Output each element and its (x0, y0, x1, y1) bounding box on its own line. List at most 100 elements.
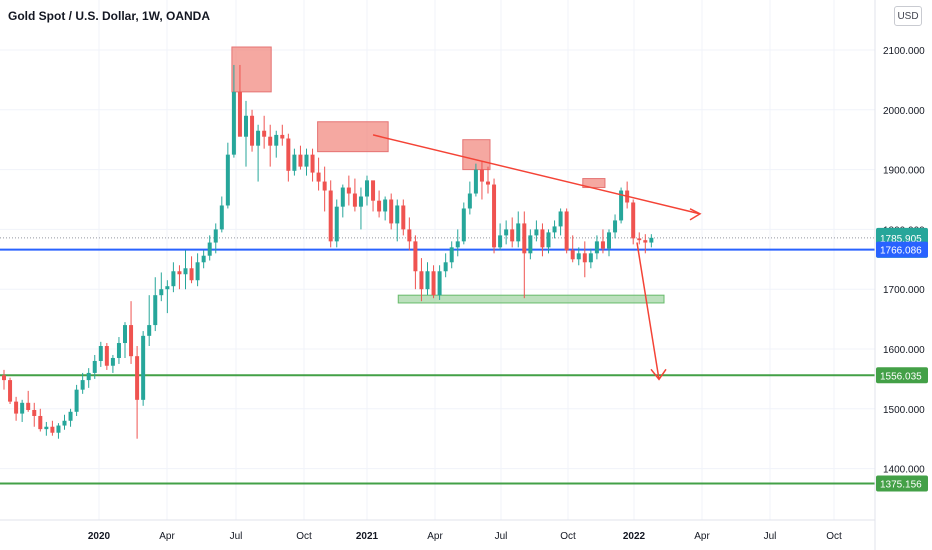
candle (570, 235, 575, 263)
candle (286, 133, 291, 182)
candle (183, 250, 188, 290)
candle-body (479, 169, 484, 182)
y-tick-label: 1400.000 (883, 465, 925, 476)
y-tick-label: 1600.000 (883, 345, 925, 356)
candle (141, 331, 146, 406)
candle (643, 234, 648, 254)
chart-grid (0, 0, 875, 520)
candle (492, 178, 497, 254)
candle-body (153, 295, 158, 326)
candle (219, 196, 224, 233)
candle-body (98, 346, 103, 361)
candle (389, 193, 394, 230)
candle (250, 109, 255, 152)
candle-body (643, 240, 648, 243)
candle-body (637, 238, 642, 241)
candle (352, 178, 357, 212)
candle (534, 220, 539, 242)
candle-body (649, 237, 654, 243)
candle (14, 396, 19, 421)
last-price-label: 1785.905 (880, 234, 922, 245)
candle-body (280, 134, 285, 139)
candlestick-series (2, 64, 654, 439)
candle-body (225, 154, 230, 206)
candle-body (304, 154, 309, 167)
time-axis[interactable]: 2020 Apr Jul Oct 2021 Apr Jul Oct 2022 Apr Jul Oct (88, 531, 842, 542)
candle (504, 220, 509, 245)
candle-body (413, 241, 418, 272)
candle (425, 262, 430, 296)
candle (225, 142, 230, 209)
candle-body (262, 130, 267, 137)
candle-body (147, 325, 152, 336)
candle (486, 166, 490, 194)
candle (322, 166, 327, 212)
candle-body (443, 262, 448, 272)
candle (129, 301, 134, 364)
trend-arrows (372, 134, 702, 381)
candle-body (467, 193, 472, 209)
candle-body (510, 229, 515, 242)
candle (431, 265, 436, 299)
candle-body (564, 211, 569, 251)
candle-body (358, 196, 363, 207)
candle (153, 277, 158, 332)
candle (123, 322, 127, 358)
candle (304, 148, 309, 176)
candle-body (183, 268, 188, 275)
candle-body (540, 229, 545, 248)
candle (443, 253, 448, 278)
candle (256, 124, 261, 182)
candle-body (56, 425, 61, 433)
candle-body (619, 190, 624, 221)
x-tick-label: Jul (230, 531, 243, 542)
candle (50, 420, 55, 436)
candle (274, 130, 279, 158)
candle (292, 148, 297, 176)
candle-body (431, 271, 436, 296)
candle (619, 187, 624, 224)
candle (564, 208, 569, 254)
candle-body (50, 426, 55, 433)
trendline-arrow (372, 134, 701, 215)
x-tick-label: Oct (296, 531, 312, 542)
candle-body (177, 271, 182, 275)
price-axis[interactable]: 1400.0001500.0001600.0001700.0001800.000… (883, 46, 925, 476)
candle-body (377, 200, 382, 212)
candle (92, 354, 97, 379)
candle (80, 372, 85, 394)
candle-body (322, 181, 327, 191)
candle (195, 253, 200, 287)
candle-body (80, 380, 85, 390)
candle-body (129, 325, 134, 357)
candle-body (62, 420, 67, 426)
candle (528, 229, 533, 260)
y-tick-label: 2100.000 (883, 46, 925, 57)
price-tag-label: 1375.156 (880, 479, 922, 490)
candle-body (286, 138, 291, 171)
candle-body (486, 181, 490, 185)
candle-body (558, 211, 563, 227)
candle (201, 250, 206, 269)
candle (516, 211, 521, 248)
candle (62, 414, 67, 430)
candle-body (546, 232, 551, 248)
candle-body (346, 187, 351, 194)
candle (479, 160, 484, 200)
candle-body (437, 271, 442, 296)
candle-body (201, 255, 206, 263)
candle-body (371, 180, 376, 201)
candle-body (189, 268, 194, 281)
candle-body (498, 235, 503, 248)
candle (649, 234, 654, 248)
candle-body (92, 360, 97, 373)
candle (231, 64, 236, 158)
candle (147, 295, 152, 347)
candle (346, 175, 351, 206)
candle (159, 272, 164, 302)
currency-button[interactable]: USD (894, 6, 922, 26)
candle (473, 163, 478, 197)
candle-body (32, 409, 37, 416)
